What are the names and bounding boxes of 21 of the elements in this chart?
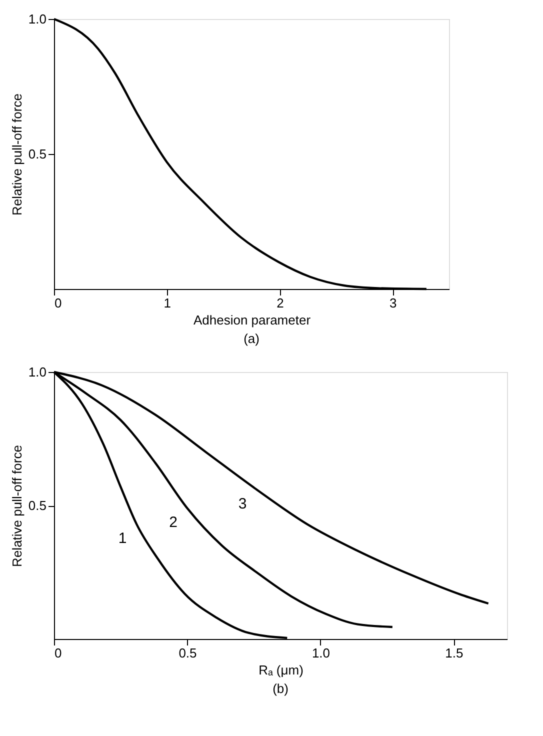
x-tick-label: 0: [54, 646, 62, 660]
x-tick-label: 0.5: [178, 646, 197, 660]
x-tick-label: 0: [54, 296, 62, 310]
y-axis-title: Relative pull-off force: [9, 94, 24, 216]
y-tick-label: 1.0: [28, 12, 46, 26]
x-axis-title: Rₐ (μm): [258, 662, 304, 678]
text: (b): [272, 681, 288, 696]
series-label: 3: [238, 495, 247, 512]
series-label: 1: [118, 530, 127, 548]
x-tick-label: 1.5: [445, 646, 464, 660]
y-tick-label: 0.5: [28, 498, 46, 513]
series-label: 2: [169, 514, 178, 532]
y-tick-label: 1.0: [28, 364, 46, 380]
x-axis-title: Adhesion parameter: [193, 312, 312, 328]
x-tick-label: 1: [164, 296, 171, 310]
text: (a): [244, 331, 260, 346]
x-tick-label: 2: [276, 296, 284, 310]
y-axis-title: Relative pull-off force: [9, 445, 24, 567]
y-tick-label: 0.5: [28, 146, 46, 162]
x-tick-label: 3: [389, 296, 397, 310]
x-tick-label: 1.0: [312, 646, 330, 660]
